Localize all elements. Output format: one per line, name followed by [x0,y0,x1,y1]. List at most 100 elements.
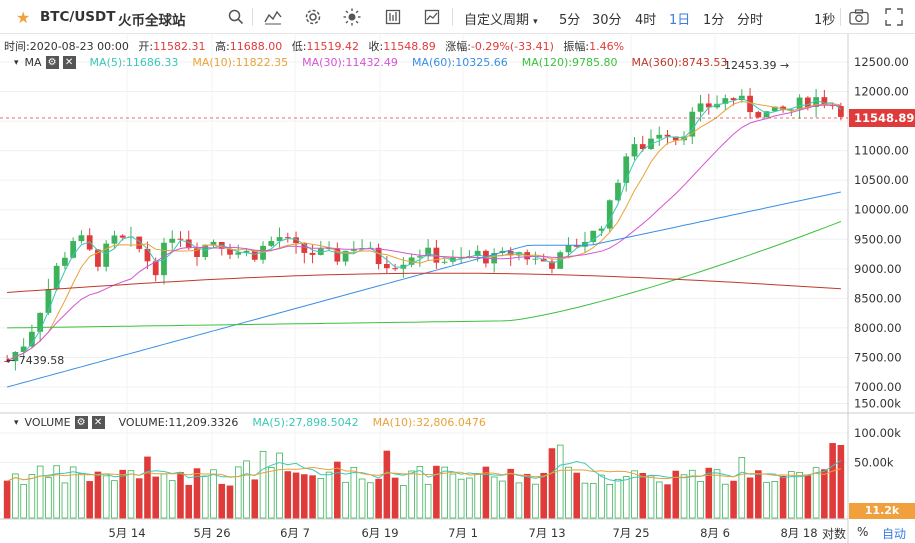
search-icon[interactable] [226,7,246,27]
screenshot-camera-icon[interactable] [849,7,869,27]
volume-bar [243,460,250,519]
candle-body [53,265,60,289]
percent-scale-toggle[interactable]: % [857,525,869,539]
volume-bar [804,475,812,519]
candle-body [136,236,143,249]
indicator-icon[interactable] [263,7,283,27]
candle-body [441,261,448,263]
settings-gear-icon[interactable] [303,7,323,27]
candlestick-chart[interactable]: 12500.0012000.0011500.0011000.0010500.00… [0,34,915,543]
favorite-star-icon[interactable]: ★ [16,8,31,27]
candle-body [623,156,630,183]
candle-body [755,112,762,118]
chevron-down-icon: ▾ [533,17,538,27]
collapse-chevron-icon[interactable]: ▾ [14,57,19,68]
log-scale-toggle[interactable]: 对数 [822,527,847,541]
candle-body [598,228,605,231]
volume-bar [168,480,176,519]
volume-bar [589,483,597,519]
volume-bar [532,483,539,519]
volume-indicator-name: VOLUME [24,416,71,429]
candle-body [284,237,291,239]
volume-bar [788,471,795,519]
volume-bar [367,482,374,519]
volume-legend: ▾ VOLUME ⚙ ✕ VOLUME:11,209.3326 MA(5):27,… [14,416,486,429]
volume-bar [771,481,779,519]
volume-bar [309,475,316,519]
volume-bar [3,480,11,519]
volume-bar [259,450,267,519]
volume-bar [647,475,655,519]
candle-body [763,111,770,118]
volume-bar [499,480,506,519]
volume-value-1: MA(5):27,898.5042 [252,416,359,429]
ohlc-info-line: 时间:2020-08-23 00:00 开:11582.31 高:11688.0… [4,38,624,54]
collapse-chevron-icon[interactable]: ▾ [14,417,19,428]
candle-body [301,243,308,253]
volume-bar [111,480,118,519]
date-axis-label: 7月 13 [528,526,565,540]
price-axis-label: 10000.00 [854,203,909,217]
candle-body [813,97,819,107]
ma120-line [7,221,842,329]
ma-settings-gear-icon[interactable]: ⚙ [45,56,59,69]
ma-close-icon[interactable]: ✕ [62,56,76,69]
refresh-interval[interactable]: 1秒 [814,13,836,28]
fullscreen-icon[interactable] [884,7,904,27]
volume-settings-gear-icon[interactable]: ⚙ [74,416,88,429]
period-30min[interactable]: 30分 [592,13,622,28]
volume-bar [391,477,399,519]
theme-sun-icon[interactable] [342,7,362,27]
candle-body [210,241,217,245]
volume-values: VOLUME:11,209.3326 MA(5):27,898.5042 MA(10… [105,416,486,429]
volume-bar [400,485,407,519]
ma-value-1: MA(10):11822.35 [192,56,289,69]
top-toolbar: ★ BTC/USDT 火币全球站 自定义周期 ▾ 5分 30分 4时 1日 1分… [0,0,915,34]
volume-bar [680,474,688,519]
custom-period-dropdown[interactable]: 自定义周期 ▾ [464,9,538,28]
price-axis-label: 12500.00 [854,55,909,69]
volume-bar [36,465,44,519]
period-5min[interactable]: 5分 [559,13,581,28]
date-axis-label: 5月 14 [108,526,145,540]
volume-close-icon[interactable]: ✕ [91,416,105,429]
candle-body [796,97,803,110]
volume-bar [474,473,481,519]
auto-scale-toggle[interactable]: 自动 [882,527,907,541]
candle-body [326,248,332,250]
time-value: 2020-08-23 00:00 [29,40,129,53]
volume-bar [226,485,234,519]
volume-bar [812,467,820,519]
toolbar-divider [452,8,453,26]
period-1min[interactable]: 1分 [703,13,725,28]
volume-value-0: VOLUME:11,209.3326 [118,416,239,429]
period-4h[interactable]: 4时 [635,13,657,28]
ma-value-2: MA(30):11432.49 [302,56,398,69]
depth-chart-icon[interactable] [422,7,442,27]
volume-bar [358,478,366,519]
volume-bar [548,448,556,519]
candle-body [177,238,184,240]
period-1d[interactable]: 1日 [669,13,691,28]
candle-body [276,237,283,242]
volume-bar [829,443,836,519]
volume-bar [234,466,242,519]
current-price-tag: 11548.89 [849,109,915,127]
candle-body [656,134,663,139]
price-axis-label: 7500.00 [854,350,902,364]
volume-bar [325,471,333,519]
candle-body [631,144,638,157]
chart-type-icon[interactable] [383,7,403,27]
period-timeline[interactable]: 分时 [737,13,764,28]
date-axis-label: 8月 18 [780,526,817,540]
price-axis-label: 8000.00 [854,321,902,335]
candle-body [474,250,481,257]
candle-body [29,331,35,347]
low-label: 低: [291,40,307,53]
exchange-title: 火币全球站 [118,13,186,29]
ma-value-0: MA(5):11686.33 [89,56,179,69]
volume-bar [28,474,36,519]
custom-period-label: 自定义周期 [464,13,530,28]
close-label: 收: [368,40,384,53]
volume-bar [69,466,77,519]
